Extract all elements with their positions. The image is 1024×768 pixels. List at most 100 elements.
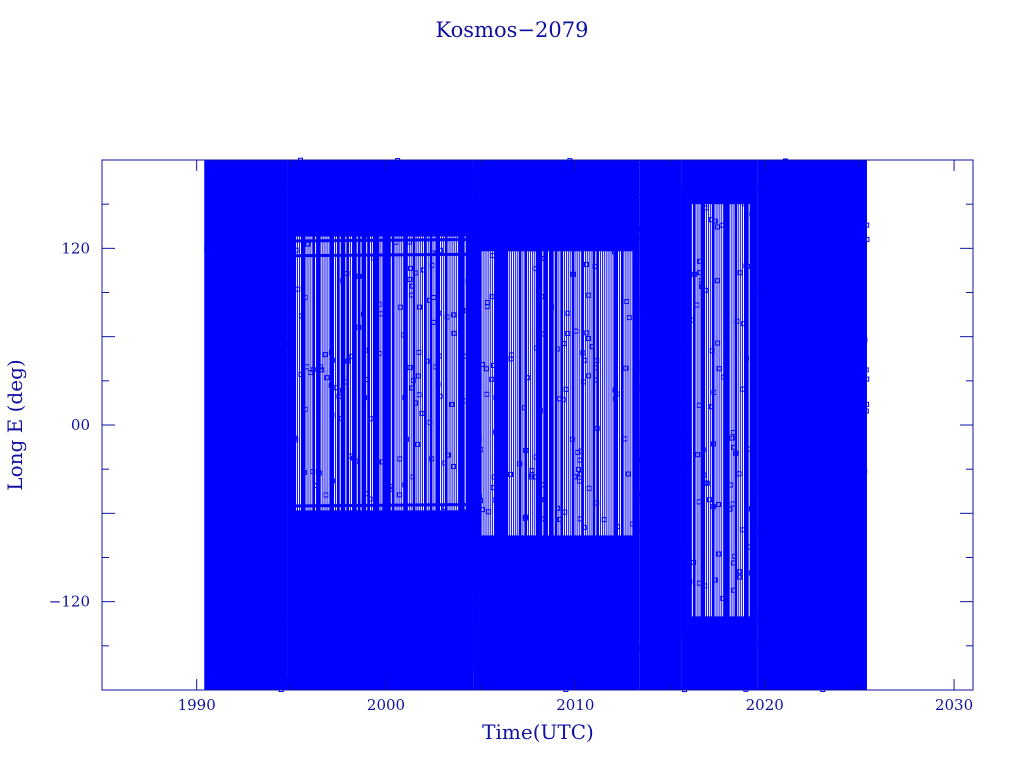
data-point xyxy=(703,287,709,293)
data-gap xyxy=(602,251,604,536)
data-point xyxy=(301,469,307,475)
data-point xyxy=(577,457,583,463)
data-point xyxy=(756,527,762,533)
data-point xyxy=(669,329,675,335)
data-point xyxy=(716,366,722,372)
data-gap xyxy=(421,236,423,511)
data-point xyxy=(473,417,479,423)
data-point xyxy=(671,468,677,474)
data-point xyxy=(682,613,688,619)
data-point xyxy=(332,658,338,664)
data-point xyxy=(265,607,271,613)
data-point xyxy=(844,573,850,579)
data-point xyxy=(648,337,654,343)
data-point xyxy=(740,386,746,392)
data-point xyxy=(728,482,734,488)
data-point xyxy=(861,334,867,340)
data-point xyxy=(813,526,819,532)
data-point xyxy=(658,209,664,215)
data-gap xyxy=(311,236,313,511)
data-point xyxy=(318,367,324,373)
data-point xyxy=(472,166,478,172)
data-point xyxy=(442,460,448,466)
data-point xyxy=(639,226,645,232)
data-point xyxy=(674,328,680,334)
data-point xyxy=(785,336,791,342)
data-point xyxy=(560,667,566,673)
data-point xyxy=(695,452,701,458)
data-point xyxy=(221,499,227,505)
data-point xyxy=(612,387,618,393)
data-point xyxy=(274,636,280,642)
data-gap xyxy=(718,204,720,617)
data-gap xyxy=(453,236,455,511)
data-point xyxy=(204,598,210,604)
data-point xyxy=(592,264,598,270)
data-point xyxy=(362,208,368,214)
data-point xyxy=(757,614,763,620)
data-point xyxy=(379,527,385,533)
data-point xyxy=(497,235,503,241)
data-point xyxy=(378,580,384,586)
data-point xyxy=(594,425,600,431)
data-point xyxy=(577,478,583,484)
data-point xyxy=(353,218,359,224)
data-point xyxy=(696,580,702,586)
data-point xyxy=(622,436,628,442)
data-point xyxy=(276,326,282,332)
data-point xyxy=(438,166,444,172)
data-point xyxy=(607,237,613,243)
data-point xyxy=(782,158,788,164)
data-point xyxy=(257,477,263,483)
data-point xyxy=(329,357,335,363)
data-point xyxy=(371,165,377,171)
data-point xyxy=(709,348,715,354)
data-point xyxy=(786,244,792,250)
data-point xyxy=(409,385,415,391)
data-point xyxy=(640,446,646,452)
data-point xyxy=(698,278,704,284)
data-point xyxy=(780,230,786,236)
data-point xyxy=(446,179,452,185)
data-gap xyxy=(566,251,568,536)
data-point xyxy=(254,199,260,205)
data-gap xyxy=(714,204,716,617)
data-gap xyxy=(481,251,483,536)
data-point xyxy=(659,329,665,335)
data-gap xyxy=(483,251,485,536)
data-point xyxy=(641,544,647,550)
data-point xyxy=(329,478,335,484)
data-gap xyxy=(585,251,587,536)
data-point xyxy=(442,181,448,187)
data-point xyxy=(527,218,533,224)
data-point xyxy=(640,623,646,629)
data-point xyxy=(282,616,288,622)
data-point xyxy=(700,447,706,453)
data-gap xyxy=(510,251,512,536)
data-point xyxy=(436,310,442,316)
data-point xyxy=(378,311,384,317)
data-point xyxy=(233,465,239,471)
data-point xyxy=(857,401,863,407)
data-point xyxy=(691,271,697,277)
data-point xyxy=(215,324,221,330)
data-point xyxy=(585,637,591,643)
data-point xyxy=(382,507,388,513)
data-point xyxy=(266,449,272,455)
data-point xyxy=(545,591,551,597)
axes: 1990 2000 2010 2020 2030 120 00 −120 xyxy=(49,159,973,714)
data-point xyxy=(298,371,304,377)
data-point xyxy=(740,527,746,533)
data-point xyxy=(584,330,590,336)
data-point xyxy=(789,173,795,179)
data-point xyxy=(252,228,258,234)
data-gap xyxy=(299,236,301,511)
data-point xyxy=(429,262,435,268)
x-tick-label: 2020 xyxy=(746,696,784,714)
data-point xyxy=(240,541,246,547)
data-point xyxy=(395,659,401,665)
data-point xyxy=(513,647,519,653)
data-point xyxy=(736,471,742,477)
data-point xyxy=(720,595,726,601)
data-gap xyxy=(587,251,589,536)
